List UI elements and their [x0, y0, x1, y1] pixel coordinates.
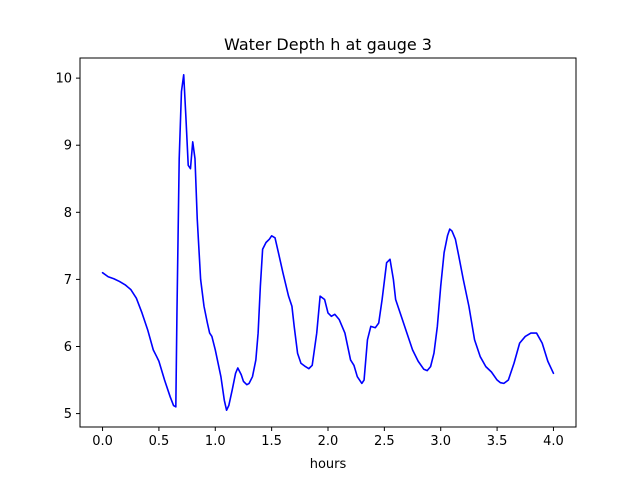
x-axis-label: hours [310, 457, 347, 472]
x-tick-label: 0.0 [92, 434, 113, 449]
y-tick-label: 6 [64, 340, 72, 355]
x-tick-label: 1.0 [205, 434, 226, 449]
x-tick-label: 4.0 [543, 434, 564, 449]
x-tick-label: 2.0 [318, 434, 339, 449]
x-tick-label: 1.5 [261, 434, 282, 449]
y-tick-label: 5 [64, 407, 72, 422]
series-layer [101, 73, 555, 412]
x-tick-label: 0.5 [149, 434, 170, 449]
x-tick-label: 3.0 [430, 434, 451, 449]
chart-title: Water Depth h at gauge 3 [224, 35, 432, 54]
x-axis-ticks: 0.0 0.5 1.0 1.5 2.0 2.5 3.0 3.5 4.0 [92, 427, 564, 449]
x-tick-label: 3.5 [487, 434, 508, 449]
y-tick-label: 7 [64, 273, 72, 288]
series-line-0 [101, 73, 555, 412]
y-tick-label: 8 [64, 206, 72, 221]
plot-area-frame [79, 57, 577, 428]
y-axis-ticks: 5 6 7 8 9 10 [55, 72, 80, 422]
x-tick-label: 2.5 [374, 434, 395, 449]
y-tick-label: 10 [55, 72, 72, 87]
y-tick-label: 9 [64, 139, 72, 154]
